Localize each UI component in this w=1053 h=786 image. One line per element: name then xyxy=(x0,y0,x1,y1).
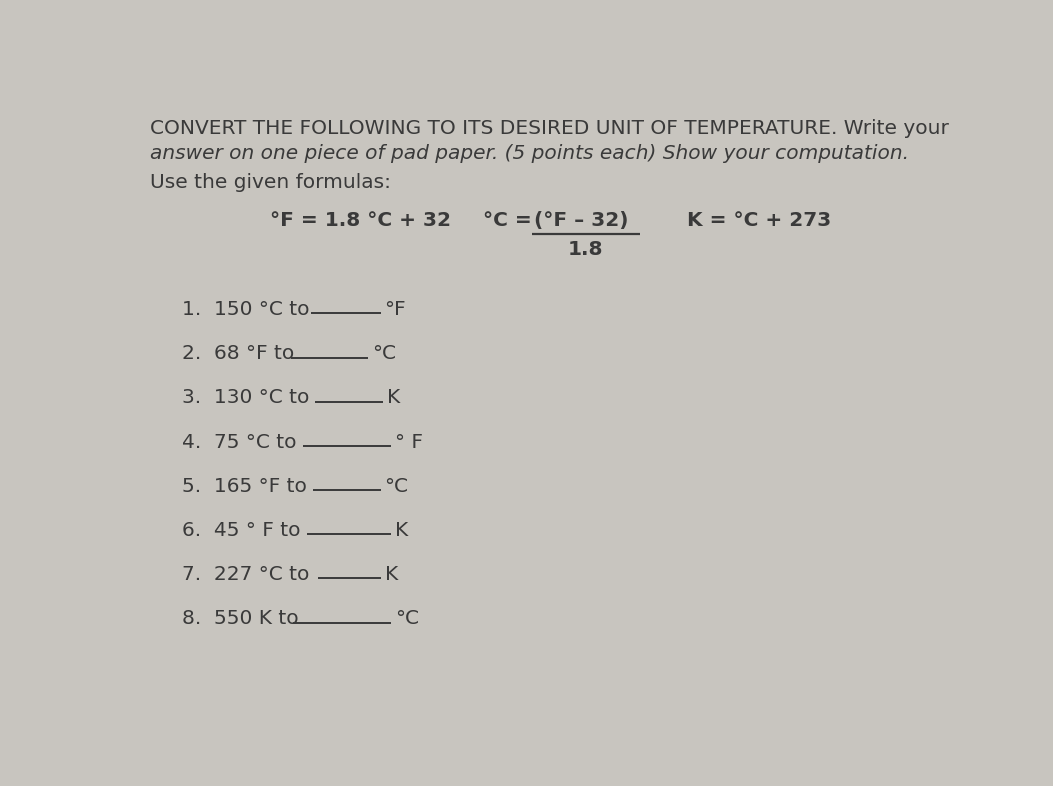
Text: 4.  75 °C to: 4. 75 °C to xyxy=(182,432,297,452)
Text: ° F: ° F xyxy=(395,432,423,452)
Text: 3.  130 °C to: 3. 130 °C to xyxy=(182,388,310,407)
Text: K: K xyxy=(395,521,409,540)
Text: °F: °F xyxy=(384,300,406,319)
Text: °F = 1.8 °C + 32: °F = 1.8 °C + 32 xyxy=(271,211,452,230)
Text: 8.  550 K to: 8. 550 K to xyxy=(182,609,299,628)
Text: K: K xyxy=(384,565,398,584)
Text: 6.  45 ° F to: 6. 45 ° F to xyxy=(182,521,301,540)
Text: 1.8: 1.8 xyxy=(568,240,603,259)
Text: °C =: °C = xyxy=(482,211,538,230)
Text: °C: °C xyxy=(384,477,409,496)
Text: °C: °C xyxy=(373,344,396,363)
Text: CONVERT THE FOLLOWING TO ITS DESIRED UNIT OF TEMPERATURE. Write your: CONVERT THE FOLLOWING TO ITS DESIRED UNI… xyxy=(150,119,949,138)
Text: 1.  150 °C to: 1. 150 °C to xyxy=(182,300,310,319)
Text: K: K xyxy=(388,388,400,407)
Text: 5.  165 °F to: 5. 165 °F to xyxy=(182,477,307,496)
Text: Use the given formulas:: Use the given formulas: xyxy=(150,173,391,192)
Text: 7.  227 °C to: 7. 227 °C to xyxy=(182,565,310,584)
Text: 2.  68 °F to: 2. 68 °F to xyxy=(182,344,295,363)
Text: answer on one piece of pad paper. (5 points each) Show your computation.: answer on one piece of pad paper. (5 poi… xyxy=(150,144,909,163)
Text: °C: °C xyxy=(395,609,419,628)
Text: (°F – 32): (°F – 32) xyxy=(534,211,629,230)
Text: K = °C + 273: K = °C + 273 xyxy=(687,211,831,230)
